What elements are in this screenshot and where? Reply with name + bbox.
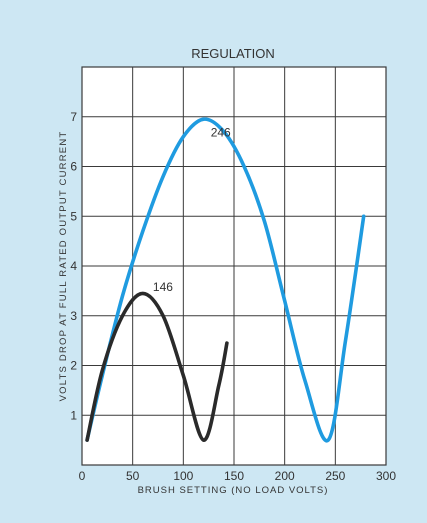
x-tick-label: 50 <box>126 469 140 483</box>
grid <box>82 67 386 465</box>
y-axis-label: VOLTS DROP AT FULL RATED OUTPUT CURRENT <box>58 131 69 402</box>
x-axis-label: BRUSH SETTING (NO LOAD VOLTS) <box>138 485 329 496</box>
series-line-246 <box>85 117 366 443</box>
x-tick-label: 0 <box>79 469 86 483</box>
x-tick-label: 300 <box>376 469 396 483</box>
y-tick-label: 7 <box>70 110 77 124</box>
x-tick-label: 250 <box>325 469 345 483</box>
y-tick-label: 3 <box>70 309 77 323</box>
chart-title: REGULATION <box>191 46 275 61</box>
y-tick-label: 4 <box>70 259 77 273</box>
y-tick-label: 5 <box>70 209 77 223</box>
y-tick-label: 2 <box>70 359 77 373</box>
x-tick-label: 100 <box>173 469 193 483</box>
x-tick-label: 200 <box>275 469 295 483</box>
series-layer <box>85 117 366 443</box>
series-line-146 <box>85 291 229 442</box>
series-label-146: 146 <box>153 280 173 294</box>
x-axis-ticks: 0 50 100 150 200 250 300 <box>79 469 397 483</box>
y-axis-ticks: 1 2 3 4 5 6 7 <box>70 110 77 423</box>
y-tick-label: 1 <box>70 408 77 422</box>
x-tick-label: 150 <box>224 469 244 483</box>
series-labels: 246 146 <box>153 126 231 294</box>
series-label-246: 246 <box>211 126 231 140</box>
y-tick-label: 6 <box>70 160 77 174</box>
